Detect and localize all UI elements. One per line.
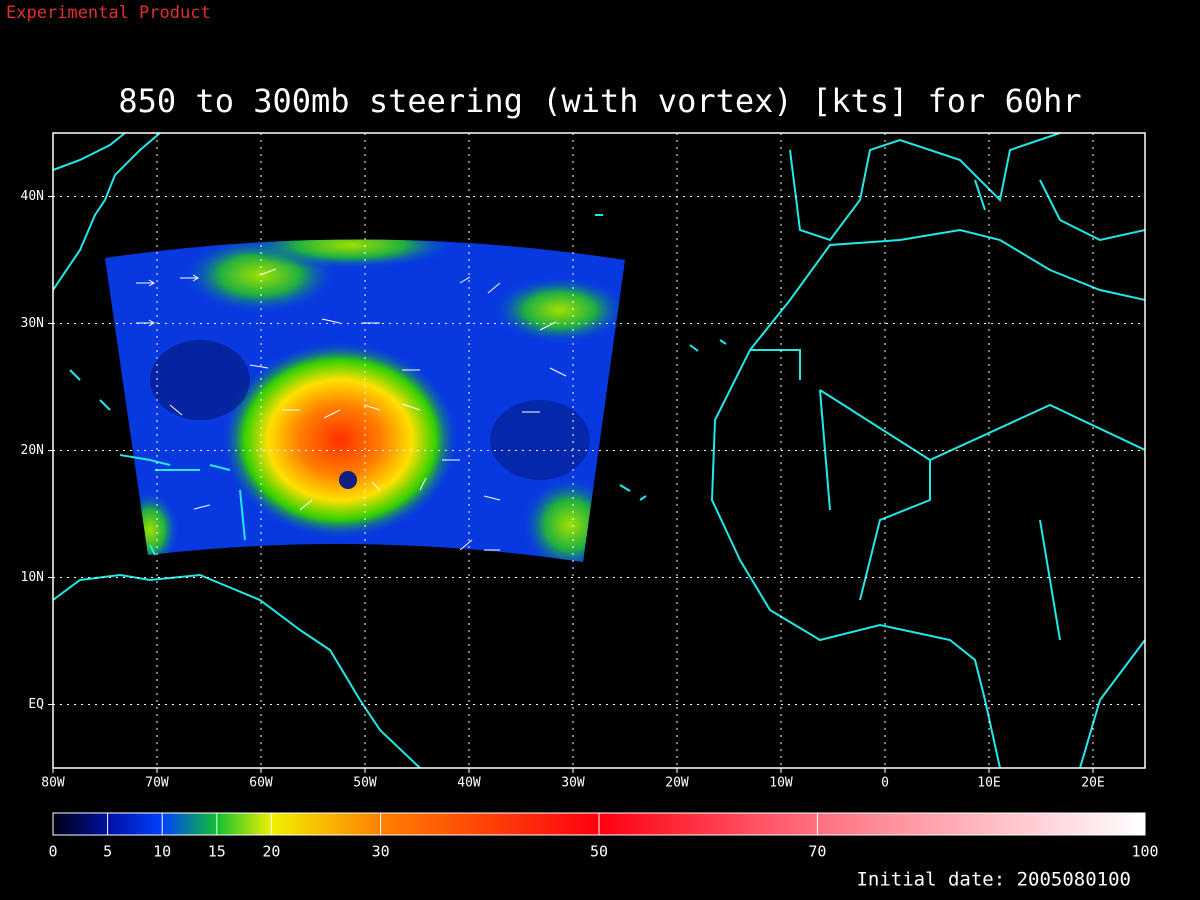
coastlines [53, 133, 1145, 768]
x-tick-label: 60W [249, 776, 273, 791]
x-tick-label: 30W [561, 776, 585, 791]
colorbar-label: 70 [808, 843, 826, 861]
y-tick-label: EQ [28, 697, 44, 712]
map-area [53, 133, 1145, 768]
colorbar-label: 20 [262, 843, 280, 861]
colorbar-label: 30 [372, 843, 390, 861]
x-tick-label: 20W [665, 776, 689, 791]
map-title: 850 to 300mb steering (with vortex) [kts… [118, 82, 1081, 120]
colorbar-label: 10 [153, 843, 171, 861]
experimental-note: Experimental Product [6, 3, 211, 23]
x-tick-label: 10E [977, 776, 1000, 791]
x-tick-label: 70W [145, 776, 169, 791]
steering-field [105, 239, 625, 562]
x-tick-label: 0 [881, 776, 889, 791]
x-tick-label: 50W [353, 776, 377, 791]
y-tick-label: 20N [21, 443, 44, 458]
x-tick-label: 20E [1081, 776, 1104, 791]
x-tick-label: 10W [769, 776, 793, 791]
x-tick-label: 80W [41, 776, 65, 791]
x-tick-label: 40W [457, 776, 481, 791]
wind-arrows [136, 268, 567, 551]
colorbar-label: 5 [103, 843, 112, 861]
colorbar-label: 100 [1131, 843, 1158, 861]
y-tick-label: 10N [21, 570, 44, 585]
colorbar-label: 50 [590, 843, 608, 861]
y-tick-label: 40N [21, 189, 44, 204]
y-tick-label: 30N [21, 316, 44, 331]
colorbar-label: 0 [48, 843, 57, 861]
colorbar-label: 15 [208, 843, 226, 861]
initial-date: Initial date: 2005080100 [856, 869, 1131, 891]
